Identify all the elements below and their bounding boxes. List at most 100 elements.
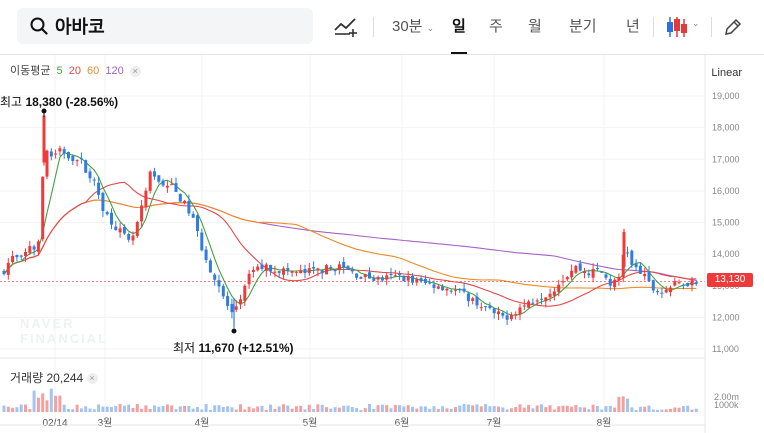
volume-bar	[174, 409, 178, 412]
price-axis: 19,00018,00017,00016,00015,00014,00013,0…	[712, 91, 740, 410]
legend-close-icon[interactable]: ×	[129, 65, 141, 77]
watermark-line-2: FINANCIAL	[20, 331, 108, 346]
drawing-tool-icon[interactable]	[333, 15, 359, 39]
volume-bar	[617, 396, 621, 412]
volume-bar	[540, 404, 543, 412]
volume-bar	[170, 405, 174, 412]
volume-close-icon[interactable]: ×	[86, 373, 98, 385]
volume-bar	[522, 407, 526, 412]
volume-bar	[114, 405, 118, 412]
volume-bar	[574, 404, 578, 412]
volume-bar	[557, 406, 561, 412]
candle-body	[484, 306, 488, 308]
candle-body	[2, 270, 6, 275]
candle-body	[191, 213, 195, 218]
volume-bar	[221, 407, 225, 412]
candle-body	[170, 184, 174, 186]
volume-bar	[312, 408, 316, 412]
legend-ma5[interactable]: 5	[56, 65, 63, 77]
volume-bar	[316, 404, 320, 412]
volume-bar	[492, 406, 496, 412]
toolbar-divider	[653, 17, 654, 37]
candle-body	[62, 149, 66, 154]
candle-body	[273, 271, 277, 273]
candle-body	[54, 153, 58, 155]
candle-body	[200, 232, 204, 251]
search-input[interactable]	[55, 12, 295, 40]
x-tick-label: 8월	[597, 417, 612, 429]
candle-body	[19, 255, 23, 257]
chart-grid	[0, 55, 705, 425]
volume-bar	[325, 407, 328, 412]
scale-mode-button[interactable]: Linear	[711, 67, 742, 79]
tab-year-label: 년	[626, 18, 640, 35]
candle-body	[372, 277, 376, 281]
candle-body	[161, 180, 165, 186]
volume-tick-high: 2.00m	[714, 392, 739, 402]
candle-body	[243, 285, 247, 301]
volume-bar	[196, 406, 199, 412]
candle-body	[88, 171, 92, 179]
volume-bar	[62, 404, 66, 412]
candle-body	[411, 275, 414, 283]
legend-ma120[interactable]: 120	[105, 65, 124, 77]
candle-body	[565, 277, 569, 280]
volume-bar	[264, 409, 268, 412]
candle-body	[294, 271, 298, 273]
candle-body	[686, 283, 690, 287]
price-chart[interactable]: NAVER FINANCIAL 19,000 18,000 17,000 16,000…	[0, 55, 764, 433]
volume-bar	[613, 407, 617, 412]
toolbar-divider	[711, 17, 712, 37]
candle-body	[140, 205, 144, 222]
volume-bar	[501, 407, 505, 412]
candle-body	[153, 171, 156, 177]
volume-bar	[97, 404, 101, 412]
volume-bar	[389, 408, 393, 412]
candle-body	[544, 297, 548, 302]
volume-bar	[673, 407, 677, 412]
volume-bar	[92, 409, 96, 412]
candle-body	[647, 271, 651, 282]
volume-bar	[350, 407, 354, 412]
candle-body	[398, 273, 402, 276]
volume-bar	[454, 407, 457, 412]
interval-dropdown[interactable]: 30분 ⌄	[392, 14, 434, 40]
tab-month[interactable]: 월	[528, 14, 542, 40]
candle-body	[540, 298, 543, 300]
tab-quarter[interactable]: 분기	[569, 14, 597, 40]
candle-body	[643, 273, 647, 277]
volume-bar	[402, 406, 406, 412]
candle-body	[15, 254, 19, 258]
chart-type-dropdown[interactable]: ⌄	[665, 15, 703, 39]
candle-body	[402, 276, 406, 282]
legend-ma20[interactable]: 20	[68, 65, 81, 77]
interval-label: 30분	[392, 18, 423, 35]
volume-bar	[630, 407, 634, 412]
volume-bar	[570, 406, 574, 412]
pencil-icon[interactable]	[723, 17, 743, 37]
candle-body	[196, 215, 199, 232]
volume-value: 20,244	[46, 371, 84, 385]
tab-day[interactable]: 일	[451, 14, 467, 54]
candle-body	[694, 282, 698, 284]
volume-bar	[333, 407, 337, 412]
tab-week[interactable]: 주	[489, 14, 503, 40]
candle-body	[75, 160, 79, 162]
candle-body	[346, 266, 350, 270]
candle-body	[441, 286, 445, 291]
candle-body	[157, 175, 161, 182]
search-box[interactable]	[17, 8, 313, 44]
volume-bar	[578, 407, 582, 412]
legend-ma60[interactable]: 60	[87, 65, 100, 77]
y-tick-label: 18,000	[712, 123, 740, 133]
tab-year[interactable]: 년	[626, 14, 640, 40]
candle-body	[213, 274, 217, 280]
volume-bar	[497, 406, 500, 412]
candle-body	[406, 276, 410, 281]
candle-body	[320, 270, 324, 274]
volume-bar	[230, 407, 234, 412]
candle-body	[299, 270, 303, 274]
volume-bar	[135, 404, 139, 412]
candle-body	[492, 308, 496, 314]
volume-bar	[531, 408, 535, 412]
